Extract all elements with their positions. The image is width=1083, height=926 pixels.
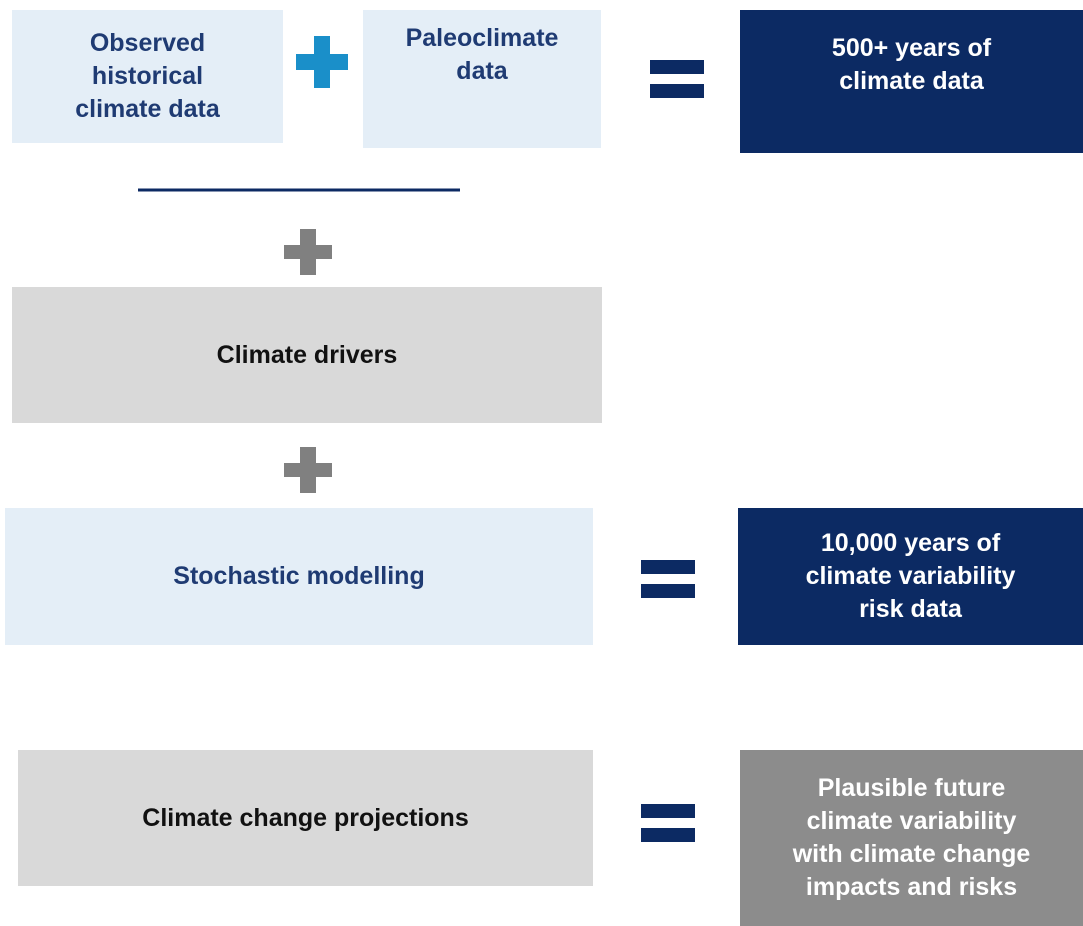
box-paleoclimate: Paleoclimate data — [363, 10, 601, 148]
equals-bar — [641, 584, 695, 598]
box-observed: Observed historical climate data — [12, 10, 283, 143]
box-text: Paleoclimate — [405, 24, 559, 52]
box-text: data — [456, 57, 508, 85]
box-text: impacts and risks — [805, 873, 1018, 901]
box-result-future: Plausible future climate variability wit… — [740, 750, 1083, 926]
box-text: historical — [91, 62, 204, 90]
box-text: climate variability — [805, 562, 1016, 590]
plus-icon — [284, 229, 332, 275]
equals-bar — [641, 560, 695, 574]
box-text: Observed — [89, 29, 206, 57]
box-text: risk data — [859, 595, 962, 623]
equals-bar — [641, 804, 695, 818]
box-text: climate data — [75, 95, 220, 123]
box-result-10000: 10,000 years of climate variability risk… — [738, 508, 1083, 645]
box-text: Climate change projections — [142, 803, 469, 832]
box-text: Plausible future — [817, 774, 1006, 802]
box-text: with climate change — [792, 840, 1031, 868]
equals-bar — [650, 84, 704, 98]
box-text: climate variability — [806, 807, 1017, 835]
box-text: climate data — [839, 67, 984, 95]
equals-bar — [650, 60, 704, 74]
box-text: 500+ years of — [831, 34, 992, 62]
box-drivers: Climate drivers — [12, 287, 602, 423]
box-text: Climate drivers — [216, 340, 398, 369]
box-result-500: 500+ years of climate data — [740, 10, 1083, 153]
box-stochastic: Stochastic modelling — [5, 508, 593, 645]
box-projections: Climate change projections — [18, 750, 593, 886]
plus-icon — [296, 36, 348, 88]
box-text: Stochastic modelling — [173, 562, 425, 590]
plus-icon — [284, 447, 332, 493]
box-text: 10,000 years of — [820, 529, 1001, 557]
equals-bar — [641, 828, 695, 842]
